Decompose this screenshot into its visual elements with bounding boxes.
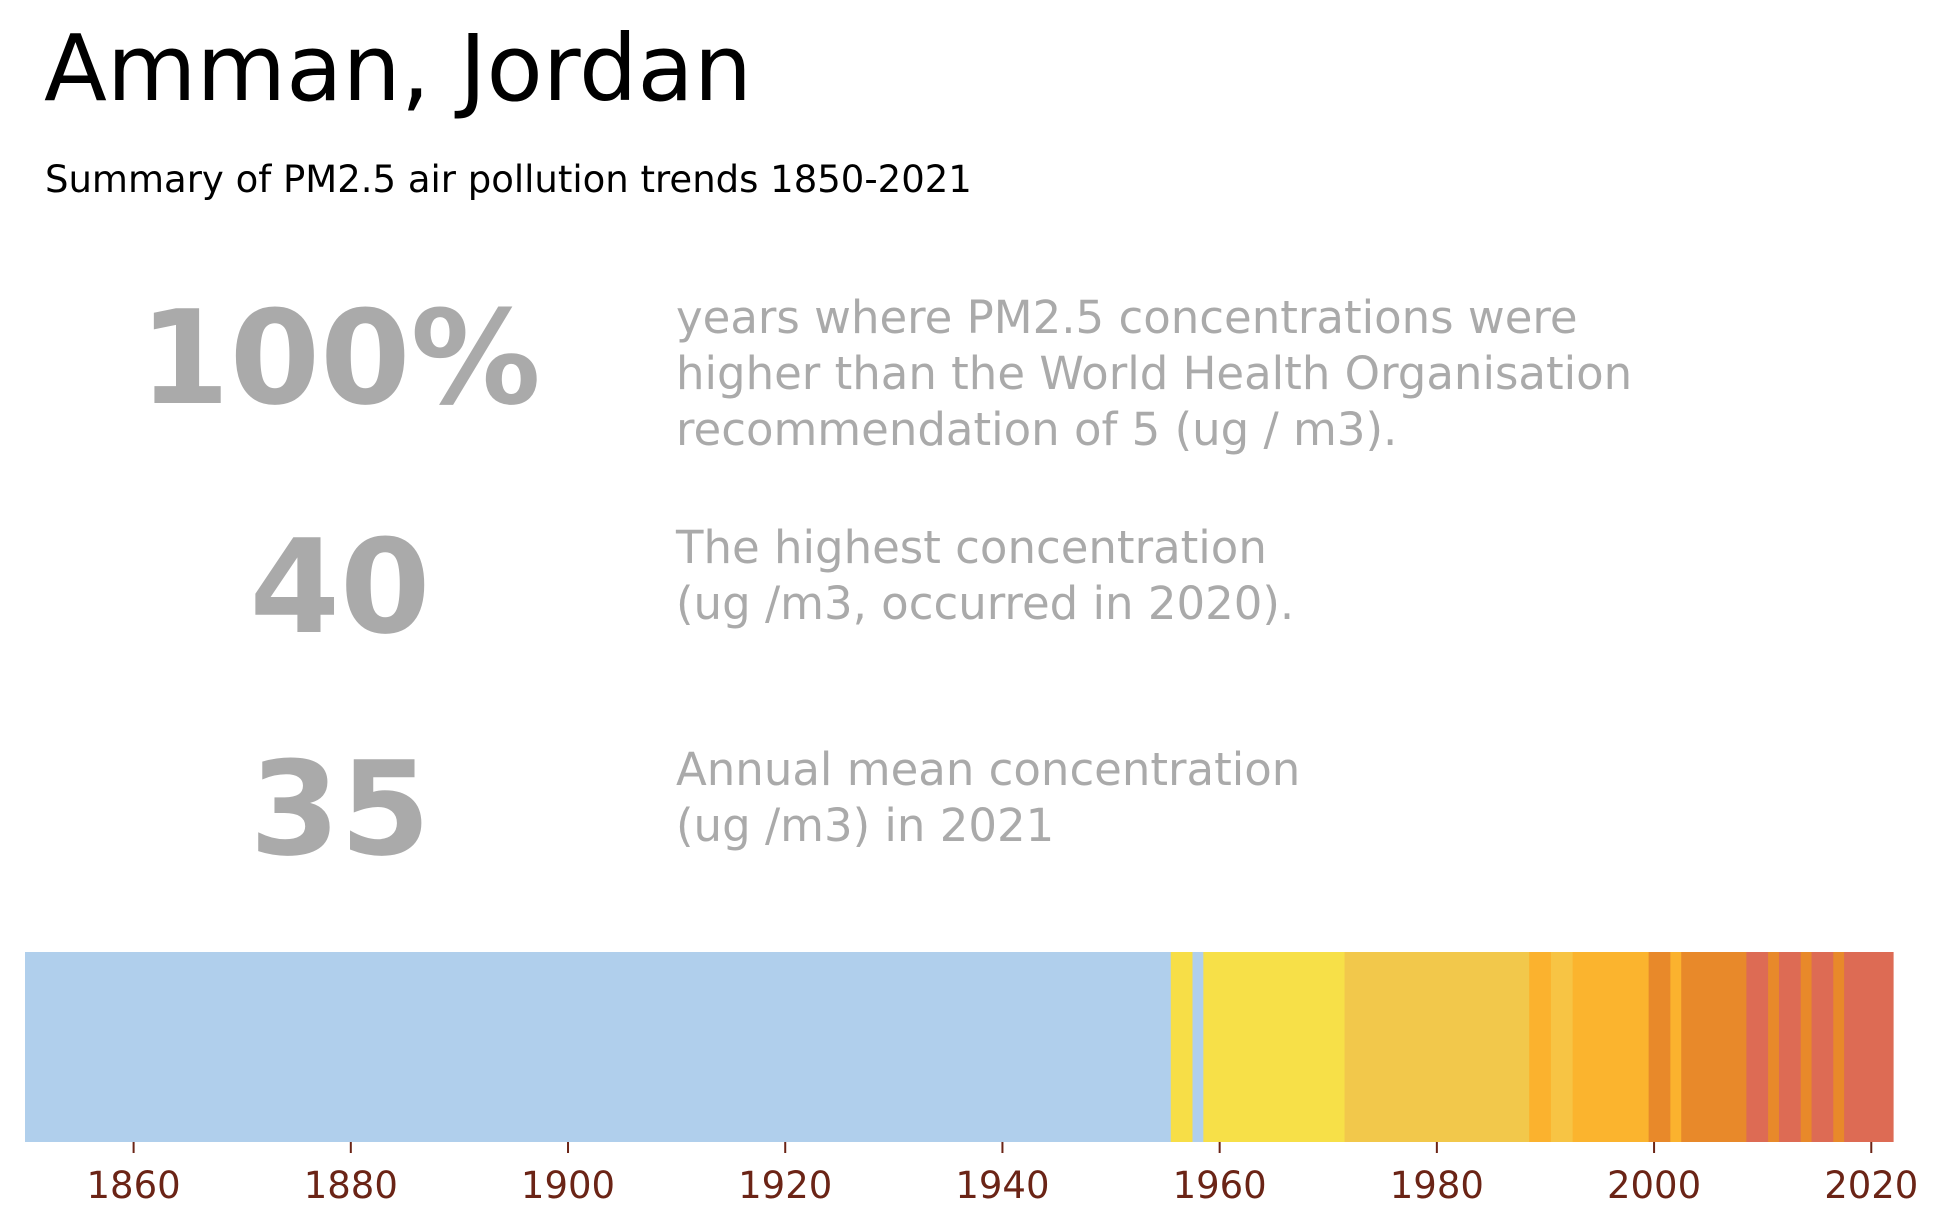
stripe-band-11 [1746, 952, 1769, 1142]
x-tick-label-2000: 2000 [1607, 1164, 1701, 1207]
stripe-band-8 [1648, 952, 1671, 1142]
stripe-band-17 [1844, 952, 1894, 1142]
x-tick-label-1920: 1920 [738, 1164, 832, 1207]
stripe-band-12 [1768, 952, 1780, 1142]
stripe-band-10 [1681, 952, 1747, 1142]
stripe-bands [25, 952, 1894, 1142]
page-title: Amman, Jordan [44, 15, 753, 122]
x-axis: 1860 1880 1900 1920 1940 1960 1980 2000 2020 [87, 1142, 1918, 1207]
stat-highest-concentration-description: The highest concentration (ug /m3, occur… [676, 521, 1295, 630]
stat-highest-concentration-value: 40 [249, 511, 431, 663]
x-tick-label-1880: 1880 [304, 1164, 398, 1207]
x-tick-label-1960: 1960 [1173, 1164, 1267, 1207]
x-tick-label-1980: 1980 [1390, 1164, 1484, 1207]
stripe-band-0 [25, 952, 1172, 1142]
page-subtitle: Summary of PM2.5 air pollution trends 18… [45, 158, 972, 201]
x-tick-label-1940: 1940 [955, 1164, 1049, 1207]
stat-years-above-who-description: years where PM2.5 concentrations were hi… [676, 291, 1633, 456]
stripe-band-16 [1833, 952, 1845, 1142]
stripe-band-2 [1192, 952, 1204, 1142]
stripe-band-9 [1670, 952, 1682, 1142]
stripe-band-13 [1778, 952, 1802, 1142]
stat-years-above-who-value: 100% [139, 282, 541, 434]
x-tick-label-1900: 1900 [521, 1164, 615, 1207]
stripe-band-3 [1203, 952, 1346, 1142]
stripe-band-6 [1550, 952, 1574, 1142]
stat-annual-mean-description: Annual mean concentration (ug /m3) in 20… [676, 743, 1301, 852]
stripe-band-5 [1529, 952, 1552, 1142]
stripe-band-15 [1811, 952, 1834, 1142]
stat-annual-mean-value: 35 [249, 733, 431, 885]
x-tick-label-1860: 1860 [87, 1164, 181, 1207]
stripe-band-1 [1170, 952, 1194, 1142]
stripe-band-14 [1800, 952, 1813, 1142]
stripe-band-7 [1572, 952, 1650, 1142]
x-tick-label-2020: 2020 [1824, 1164, 1918, 1207]
stripe-band-4 [1344, 952, 1530, 1142]
